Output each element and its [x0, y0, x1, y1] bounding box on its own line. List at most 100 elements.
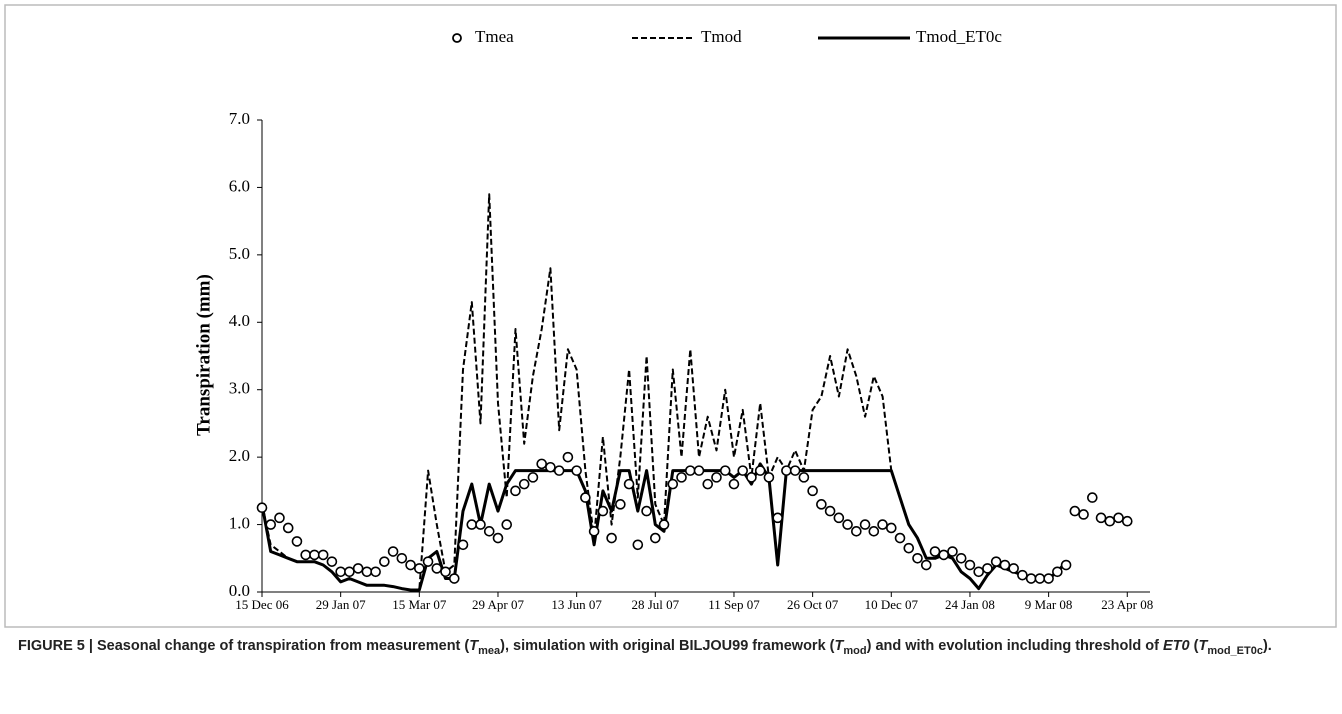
legend-label: Tmod	[701, 27, 742, 46]
data-point	[1043, 573, 1054, 584]
data-point	[1104, 515, 1116, 527]
data-point	[475, 519, 486, 530]
caption-text: T	[1198, 638, 1208, 654]
series-line	[260, 462, 1068, 592]
chart: Transpiration (mm) 0.0 1.0 2.0 3.0 4.0 5.0 6.0…	[4, 4, 1337, 628]
data-point	[877, 519, 888, 530]
legend-marker	[452, 33, 462, 43]
x-tick-label: 28 Jul 07	[631, 597, 679, 612]
caption-text: mea	[478, 644, 501, 657]
data-point	[317, 549, 329, 561]
data-point	[370, 566, 381, 578]
data-point	[990, 556, 1002, 567]
data-point	[781, 465, 792, 476]
data-point	[387, 546, 399, 557]
data-point	[929, 546, 941, 557]
data-point	[807, 485, 818, 497]
data-point	[597, 505, 609, 517]
data-point	[868, 526, 880, 537]
data-point	[754, 465, 766, 476]
data-point	[833, 512, 845, 524]
data-point	[361, 566, 373, 578]
data-point	[912, 552, 923, 564]
data-point	[1034, 573, 1046, 584]
data-point	[684, 465, 696, 476]
data-point	[396, 552, 408, 564]
data-point	[379, 556, 390, 567]
data-point	[737, 465, 749, 476]
caption-text: ET0	[1163, 638, 1190, 654]
x-tick-label: 15 Mar 07	[392, 597, 447, 612]
data-point	[571, 465, 582, 476]
data-point	[711, 472, 722, 483]
data-point	[842, 519, 853, 530]
data-point	[1095, 512, 1107, 524]
data-point	[816, 499, 827, 510]
data-point	[1060, 559, 1072, 571]
data-point	[335, 566, 346, 578]
data-point	[606, 532, 617, 544]
x-tick-label: 10 Dec 07	[865, 597, 919, 612]
caption-text: ) and with evolution including threshold…	[866, 638, 1164, 654]
data-point	[440, 566, 451, 578]
data-point	[483, 526, 495, 537]
data-point	[667, 478, 679, 490]
data-point	[772, 512, 783, 524]
data-point	[536, 458, 547, 470]
data-point	[466, 519, 478, 530]
data-point	[274, 512, 285, 524]
x-tick-label: 11 Sep 07	[708, 597, 760, 612]
data-point	[763, 472, 775, 483]
data-point	[588, 526, 600, 537]
data-point	[885, 522, 897, 534]
data-point	[947, 546, 958, 557]
data-point	[431, 563, 443, 574]
data-point	[859, 519, 871, 530]
data-point	[1008, 563, 1019, 574]
data-point	[719, 465, 731, 476]
y-tick-label: 4.0	[229, 311, 250, 330]
caption-text: T	[834, 638, 844, 654]
data-point	[1025, 573, 1037, 584]
data-point	[256, 502, 268, 514]
data-point	[545, 461, 556, 473]
data-point	[580, 492, 591, 503]
data-point	[903, 542, 915, 554]
x-tick-label: 26 Oct 07	[787, 597, 839, 612]
data-point	[641, 505, 652, 517]
data-point	[676, 472, 687, 483]
data-point	[789, 465, 801, 476]
data-point	[623, 478, 635, 490]
data-point	[553, 465, 565, 476]
data-point	[510, 485, 521, 497]
data-point	[518, 478, 530, 490]
y-axis-title: Transpiration (mm)	[193, 274, 214, 436]
caption-text: T	[469, 638, 479, 654]
data-point	[982, 563, 993, 574]
data-point	[562, 451, 574, 463]
data-point	[300, 549, 312, 561]
data-point	[973, 566, 984, 578]
data-point	[309, 549, 320, 561]
data-point	[492, 532, 504, 544]
data-point	[798, 472, 810, 483]
data-point	[352, 563, 364, 574]
caption-text: ).	[1262, 638, 1272, 654]
data-point	[920, 559, 932, 571]
data-point	[422, 556, 434, 567]
caption-text: FIGURE 5 | Seasonal change of transpirat…	[18, 638, 470, 654]
chart-frame	[4, 4, 1337, 628]
x-tick-label: 24 Jan 08	[945, 597, 995, 612]
data-point	[1052, 566, 1063, 578]
data-point	[291, 536, 303, 547]
figure-caption: FIGURE 5 | Seasonal change of transpirat…	[18, 636, 1318, 662]
data-point	[615, 499, 626, 510]
data-point	[1017, 569, 1028, 581]
x-tick-label: 29 Jan 07	[316, 597, 366, 612]
y-tick-label: 1.0	[229, 513, 250, 532]
y-tick-label: 5.0	[229, 244, 250, 263]
caption-text: mod	[843, 644, 867, 657]
data-point	[405, 559, 416, 571]
y-tick-label: 3.0	[229, 379, 250, 398]
